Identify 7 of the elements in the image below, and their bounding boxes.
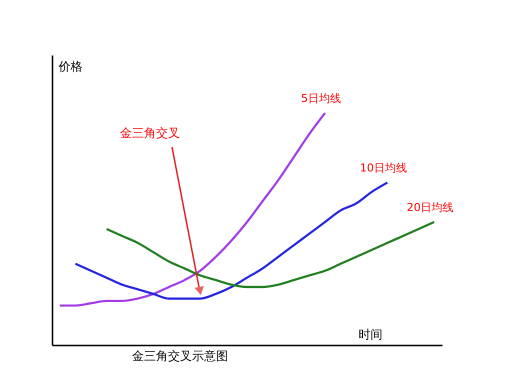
series-label: 10日均线 [360, 162, 407, 175]
x-axis-title: 时间 [358, 328, 382, 342]
annotation: 金三角交叉 [120, 126, 180, 140]
y-axis-title: 价格 [58, 60, 82, 74]
series-label: 20日均线 [406, 201, 454, 214]
series-label: 5日均线 [301, 92, 341, 105]
text: 金三角交叉示意图 [132, 349, 228, 363]
